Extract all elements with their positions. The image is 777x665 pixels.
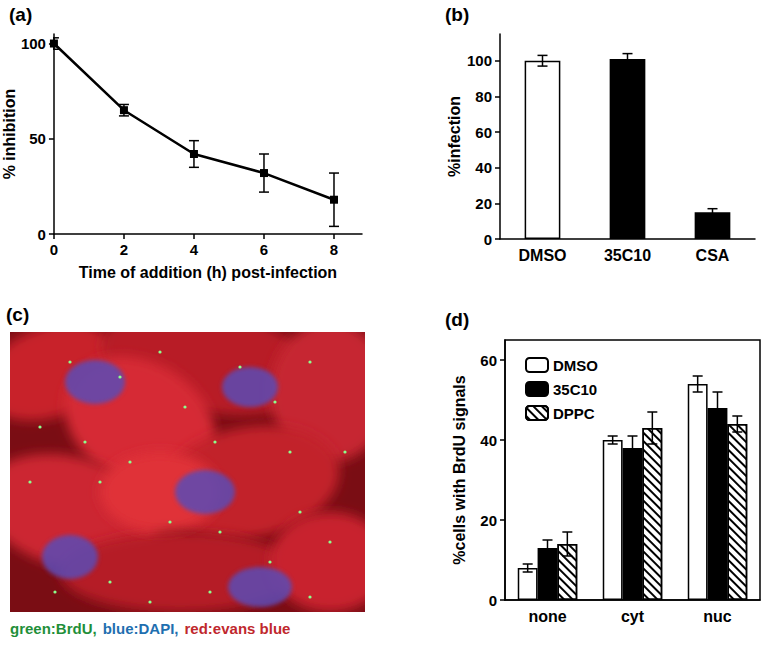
svg-text:60: 60 (480, 352, 497, 369)
svg-text:CSA: CSA (696, 247, 730, 264)
svg-text:DPPC: DPPC (553, 405, 595, 422)
svg-text:60: 60 (475, 124, 492, 141)
svg-text:(b): (b) (445, 4, 469, 25)
svg-text:%infection: %infection (446, 96, 463, 177)
svg-text:%cells with BrdU signals: %cells with BrdU signals (451, 375, 468, 564)
svg-text:50: 50 (29, 130, 46, 147)
svg-text:(d): (d) (445, 309, 469, 330)
svg-text:20: 20 (475, 195, 492, 212)
svg-text:% inhibition: % inhibition (1, 89, 18, 180)
svg-text:0: 0 (484, 231, 492, 248)
html-text:(c): (c) (6, 304, 30, 325)
svg-text:2: 2 (120, 241, 128, 258)
svg-text:(a): (a) (9, 4, 32, 25)
svg-text:100: 100 (21, 35, 46, 52)
svg-text:40: 40 (475, 159, 492, 176)
svg-text:35C10: 35C10 (553, 381, 597, 398)
svg-text:DMSO: DMSO (553, 357, 598, 374)
svg-text:40: 40 (480, 432, 497, 449)
svg-text:100: 100 (467, 52, 492, 69)
svg-text:0: 0 (38, 226, 46, 243)
svg-text:4: 4 (190, 241, 199, 258)
svg-text:6: 6 (260, 241, 268, 258)
svg-text:80: 80 (475, 88, 492, 105)
svg-text:none: none (528, 608, 566, 625)
svg-text:35C10: 35C10 (604, 247, 651, 264)
svg-text:8: 8 (330, 241, 338, 258)
html-text:green:BrdU, blue:DAPI, red:eva: green:BrdU, blue:DAPI, red:evans blue (10, 620, 291, 637)
svg-text:DMSO: DMSO (519, 247, 567, 264)
svg-text:cyt: cyt (621, 608, 645, 625)
svg-text:20: 20 (480, 512, 497, 529)
svg-text:nuc: nuc (703, 608, 732, 625)
svg-text:Time of addition (h) post-infe: Time of addition (h) post-infection (79, 264, 337, 281)
svg-text:0: 0 (489, 592, 497, 609)
svg-text:0: 0 (50, 241, 58, 258)
